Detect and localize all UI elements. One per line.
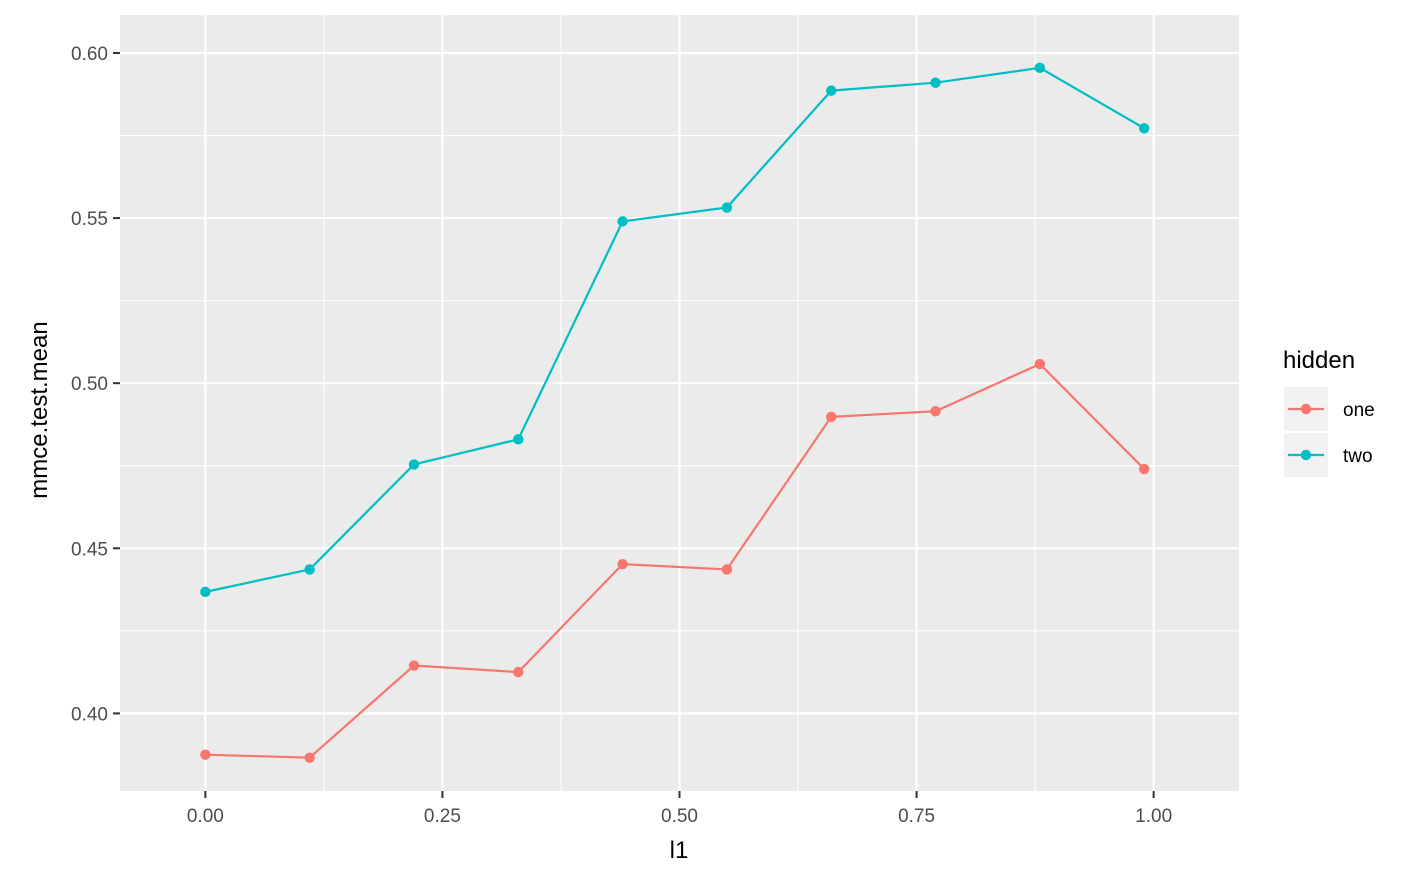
data-point-two [617, 216, 628, 227]
data-point-two [200, 586, 211, 598]
legend: hidden one two [1283, 347, 1375, 477]
data-point-two [408, 459, 420, 470]
data-point-one [1034, 358, 1046, 370]
data-point-one [826, 411, 837, 423]
legend-item-two: two [1284, 433, 1373, 477]
data-point-two [826, 85, 837, 96]
legend-items: one two [1284, 387, 1375, 477]
legend-item-one: one [1284, 387, 1375, 431]
major-gridlines [120, 15, 1239, 791]
x-axis-title: l1 [670, 837, 689, 864]
y-tick-label: 0.50 [71, 374, 108, 395]
legend-label: one [1343, 400, 1375, 421]
legend-title: hidden [1283, 347, 1355, 374]
y-tick-label: 0.60 [71, 44, 108, 65]
x-tick-label: 0.75 [898, 806, 935, 827]
series-points [200, 62, 1150, 763]
y-tick-labels: 0.40 0.45 0.50 0.55 0.60 [71, 44, 108, 725]
data-point-two [1138, 123, 1150, 134]
legend-label: two [1343, 446, 1373, 467]
series-lines [205, 66, 1145, 759]
legend-key-point [1300, 403, 1312, 415]
data-point-two [721, 202, 733, 213]
data-point-one [304, 752, 315, 763]
x-tick-labels: 0.00 0.25 0.50 0.75 1.00 [187, 806, 1172, 827]
x-tick-label: 0.00 [187, 806, 224, 827]
y-tick-label: 0.40 [71, 704, 108, 725]
data-point-two [1034, 62, 1046, 74]
x-tick-label: 0.25 [424, 806, 461, 827]
legend-key-point [1300, 449, 1312, 461]
x-tick-label: 0.50 [661, 806, 698, 827]
data-point-one [200, 749, 211, 760]
data-point-one [513, 666, 524, 678]
data-point-one [721, 564, 733, 575]
data-point-two [930, 77, 941, 88]
data-point-one [408, 660, 420, 671]
x-tick-label: 1.00 [1135, 806, 1172, 827]
data-point-one [617, 558, 628, 570]
axis-ticks [113, 51, 1155, 798]
data-point-two [304, 564, 315, 575]
series-line-one [205, 362, 1145, 759]
data-point-two [513, 434, 524, 445]
y-axis-title: mmce.test.mean [26, 321, 53, 498]
series-line-two [205, 66, 1145, 593]
y-tick-label: 0.55 [71, 209, 108, 230]
data-point-one [1138, 463, 1150, 475]
y-tick-label: 0.45 [71, 539, 108, 560]
data-point-one [930, 406, 941, 417]
